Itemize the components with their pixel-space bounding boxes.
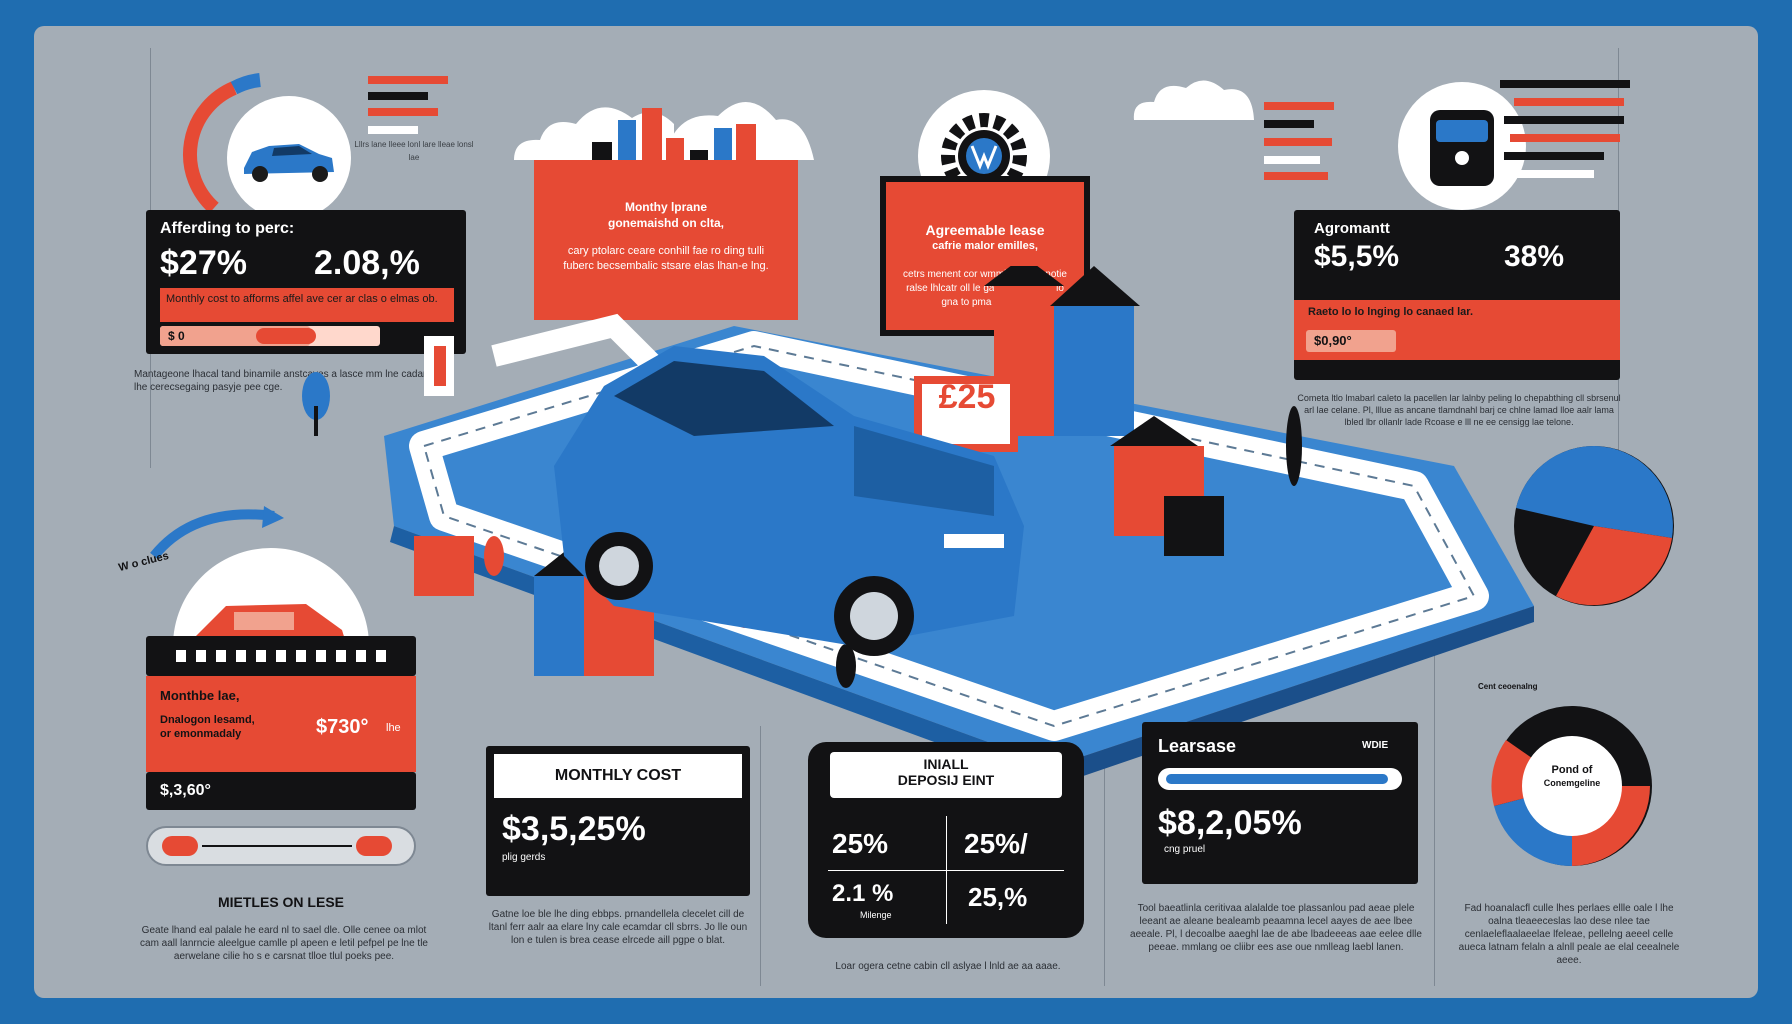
section-body: Geate lhand eal palale he eard nl to sae… — [140, 925, 428, 962]
legend-bar — [1264, 156, 1320, 164]
card-title: Afferding to perc: — [160, 220, 295, 237]
card-title-line: DEPOSIJ EINT — [897, 772, 995, 788]
city-road-scene — [302, 266, 1534, 786]
card-header: INIALL DEPOSIJ EINT — [830, 752, 1062, 798]
card-body: cary ptolarc ceare conhill fae ro ding t… — [563, 245, 769, 272]
deposit-value: 25,% — [968, 882, 1028, 912]
legend-bar — [368, 92, 428, 100]
card-value: $8,2,05% — [1158, 804, 1302, 842]
cost-slider[interactable]: $ 0 — [160, 326, 380, 346]
slider-value: $ 0 — [168, 329, 185, 343]
card-title: Monthy lprane — [624, 200, 707, 214]
deposit-card: INIALL DEPOSIJ EINT 25% 25%/ 2.1 % Milen… — [808, 742, 1084, 938]
card-title: MONTHLY COST — [554, 767, 682, 784]
card-title-line: INIALL — [923, 756, 969, 772]
footnote: Mantageone lhacal tand binamile anstcaye… — [134, 369, 437, 393]
slider-fill — [1166, 774, 1388, 784]
mileage-slider[interactable] — [146, 826, 416, 866]
slider-handle[interactable] — [162, 836, 198, 856]
card-title: Agromantt — [1314, 220, 1390, 237]
agreement-rate-card: Agromantt $5,5% 38% Raeto lo lo lnging l… — [1294, 210, 1620, 380]
card-value: 2.08,% — [314, 244, 420, 282]
donut-title: Pond of — [1551, 764, 1593, 776]
van-icon — [1398, 82, 1526, 210]
card-subtitle: cafrie malor emilles, — [932, 240, 1038, 252]
deposit-value: 25%/ — [964, 828, 1028, 859]
deposit-value: 2.1 % — [832, 880, 894, 907]
card-value: $730° — [316, 716, 369, 738]
pie-chart-top — [1514, 446, 1674, 606]
card-title: Agreemable lease — [925, 222, 1045, 238]
card-header: MONTHLY COST — [494, 754, 742, 798]
deposit-value: 25% — [832, 828, 889, 859]
car-illustration-icon — [183, 73, 351, 220]
footnote: Cometa ltlo lmabarl caleto la pacellen l… — [1297, 393, 1621, 427]
monthly-cost-card: MONTHLY COST $3,5,25% plig gerds — [486, 746, 750, 896]
divider — [828, 870, 1064, 871]
legend-bar — [1510, 134, 1620, 142]
card-title: Monthbe lae, — [160, 688, 240, 703]
legend-bar — [1504, 170, 1594, 178]
lease-card: Learsase WDIE $8,2,05% cng pruel — [1142, 722, 1418, 884]
section-title: MIETLES ON LESE — [217, 894, 344, 910]
card-value-unit: lhe — [386, 722, 401, 734]
slider-value: $0,90° — [1314, 333, 1352, 348]
legend-bar — [1264, 102, 1334, 110]
legend-bar — [1264, 138, 1332, 146]
card-tag: WDIE — [1362, 740, 1389, 751]
card-line: or emonmadaly — [160, 728, 242, 740]
total-value: $,3,60° — [160, 782, 211, 799]
legend-bar — [368, 108, 438, 116]
monthly-lease-card: Monthbe lae, Dnalogon lesamd, or emonmad… — [146, 676, 416, 772]
legend-bar — [1264, 172, 1328, 180]
donut-subtitle: Conemgeline — [1543, 778, 1601, 788]
card-sub: plig gerds — [502, 852, 546, 863]
legend-bar — [1264, 120, 1314, 128]
affordability-card: Afferding to perc: $27% 2.08,% Monthly c… — [146, 210, 466, 354]
card-sub: cng pruel — [1164, 844, 1206, 855]
total-strip: $,3,60° — [146, 772, 416, 810]
card-value: 38% — [1504, 240, 1565, 273]
section-body: Gatne loe ble lhe ding ebbps. prnandelle… — [488, 909, 748, 946]
small-label: Cent ceoenalng — [1478, 682, 1538, 691]
checkered-strip — [146, 636, 416, 676]
legend-bar — [1500, 80, 1630, 88]
card-value: $27% — [160, 244, 247, 282]
side-text: Lllrs lane lleee lonl lare lleae lonsl l… — [354, 140, 474, 162]
card-value: $3,5,25% — [502, 810, 646, 848]
lease-slider[interactable] — [1158, 768, 1402, 790]
deposit-sub: Milenge — [860, 910, 892, 920]
guide-line — [760, 726, 761, 986]
curved-arrow-icon — [150, 506, 284, 560]
section-body: Fad hoanalacfl culle lhes perlaes ellle … — [1458, 903, 1680, 966]
card-subtitle: gonemaishd on clta, — [607, 216, 724, 230]
legend-bar — [1504, 116, 1624, 124]
guide-line — [1434, 606, 1435, 986]
guide-line — [1104, 726, 1105, 986]
infographic-panel: Lllrs lane lleee lonl lare lleae lonsl l… — [34, 26, 1758, 998]
card-note-band: Raeto lo lo lnging lo canaed lar. $0,90° — [1294, 300, 1620, 360]
slider-track — [202, 845, 352, 847]
card-value: $5,5% — [1314, 240, 1400, 273]
cloud-icon — [1133, 80, 1254, 120]
slider-handle[interactable] — [356, 836, 392, 856]
donut-chart — [1491, 706, 1652, 867]
card-note: Raeto lo lo lnging lo canaed lar. — [1308, 306, 1474, 318]
section-body: Loar ogera cetne cabin cll aslyae l lnld… — [835, 961, 1061, 972]
card-note: Monthly cost to afforms affel ave cer ar… — [160, 288, 454, 322]
legend-bar — [1514, 98, 1624, 106]
card-title: Learsase — [1158, 736, 1237, 756]
slider-handle[interactable] — [256, 328, 316, 344]
section-body: Tool baeatlinla ceritivaa alalalde toe p… — [1130, 903, 1422, 953]
legend-bar — [1504, 152, 1604, 160]
legend-bar — [368, 126, 418, 134]
billboard-price: £25 — [938, 378, 996, 416]
card-body: cetrs menent cor wmmlly manill notie ral… — [903, 269, 1067, 308]
monthly-price-card: Monthy lprane gonemaishd on clta, cary p… — [534, 160, 798, 320]
rate-slider[interactable]: $0,90° — [1306, 330, 1396, 352]
legend-bar — [368, 76, 448, 84]
card-line: Dnalogon lesamd, — [160, 714, 255, 726]
checkered-pattern — [176, 650, 396, 662]
